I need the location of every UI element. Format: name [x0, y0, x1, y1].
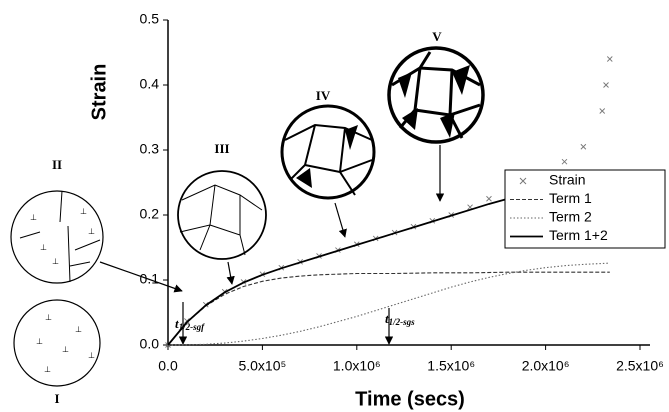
- svg-text:⊥: ⊥: [36, 337, 43, 346]
- stage-label: IV: [316, 88, 331, 103]
- data-point: [580, 143, 587, 150]
- data-point: [603, 82, 609, 88]
- svg-text:⊥: ⊥: [44, 365, 51, 374]
- data-point: [599, 108, 606, 114]
- annotation-sub: 1/2-sgf: [179, 322, 206, 332]
- stage-circle: [10, 190, 104, 284]
- legend-label: Term 2: [549, 209, 592, 225]
- svg-text:⊥: ⊥: [40, 243, 47, 252]
- svg-text:⊥: ⊥: [88, 227, 95, 236]
- x-tick-label: 1.5x10⁶: [427, 358, 475, 374]
- stage-circle: [13, 299, 101, 387]
- annotation: t1/2-sgf: [175, 316, 205, 332]
- data-point: [606, 56, 613, 62]
- y-tick-label: 0.1: [140, 271, 160, 287]
- x-tick-label: 5.0x10⁵: [238, 358, 286, 374]
- x-tick-label: 2.0x10⁶: [522, 358, 570, 374]
- annotation: t1/2-sgs: [385, 311, 415, 327]
- x-tick-label: 0.0: [158, 358, 178, 374]
- arrows: [99, 145, 445, 345]
- data-point: [184, 318, 190, 324]
- stage-label: I: [54, 391, 59, 406]
- voids: [296, 125, 358, 188]
- x-tick-label: 2.5x10⁶: [616, 358, 664, 374]
- stage-label: III: [214, 141, 229, 156]
- legend-label: Strain: [549, 172, 586, 188]
- svg-text:⊥: ⊥: [52, 257, 59, 266]
- x-tick-label: 1.0x10⁶: [333, 358, 381, 374]
- y-tick-label: 0.4: [140, 76, 160, 92]
- voids: [398, 65, 470, 138]
- stage-label: II: [52, 157, 62, 172]
- legend-label: Term 1: [549, 190, 592, 206]
- annotation-text: t: [385, 311, 389, 326]
- svg-text:⊥: ⊥: [80, 207, 87, 216]
- stage-circle: [177, 170, 267, 260]
- annotation-sub: 1/2-sgs: [389, 317, 416, 327]
- dislocations: ⊥ ⊥ ⊥ ⊥ ⊥: [30, 207, 95, 266]
- dislocations: ⊥ ⊥ ⊥ ⊥ ⊥ ⊥: [36, 313, 95, 374]
- data-point: [486, 195, 492, 202]
- stage-drawings: ⊥ ⊥ ⊥ ⊥ ⊥ ⊥ ⊥ ⊥ ⊥ ⊥ ⊥: [10, 46, 485, 387]
- svg-text:⊥: ⊥: [88, 351, 95, 360]
- annotation-text: t: [175, 316, 179, 331]
- stage-label: V: [432, 29, 442, 44]
- cracks: [19, 190, 101, 283]
- series-line: [167, 271, 610, 346]
- y-tick-label: 0.2: [140, 206, 160, 222]
- data-point: [561, 158, 568, 165]
- legend-label: Term 1+2: [549, 227, 608, 243]
- y-axis-title: Strain: [88, 64, 110, 121]
- y-tick-label: 0.0: [140, 336, 160, 352]
- svg-text:⊥: ⊥: [45, 313, 52, 322]
- svg-text:⊥: ⊥: [62, 345, 69, 354]
- svg-text:⊥: ⊥: [75, 325, 82, 334]
- cracks: [179, 184, 263, 256]
- stage-circle: [387, 46, 485, 144]
- y-tick-label: 0.3: [140, 141, 160, 157]
- cracks: [284, 123, 373, 196]
- legend-symbol: [519, 177, 527, 185]
- legend-box: [504, 169, 666, 249]
- stage-circle: [280, 104, 376, 200]
- x-axis-title: Time (secs): [355, 388, 465, 410]
- svg-text:⊥: ⊥: [30, 213, 37, 222]
- series-line: [167, 262, 610, 346]
- y-tick-label: 0.5: [140, 11, 160, 27]
